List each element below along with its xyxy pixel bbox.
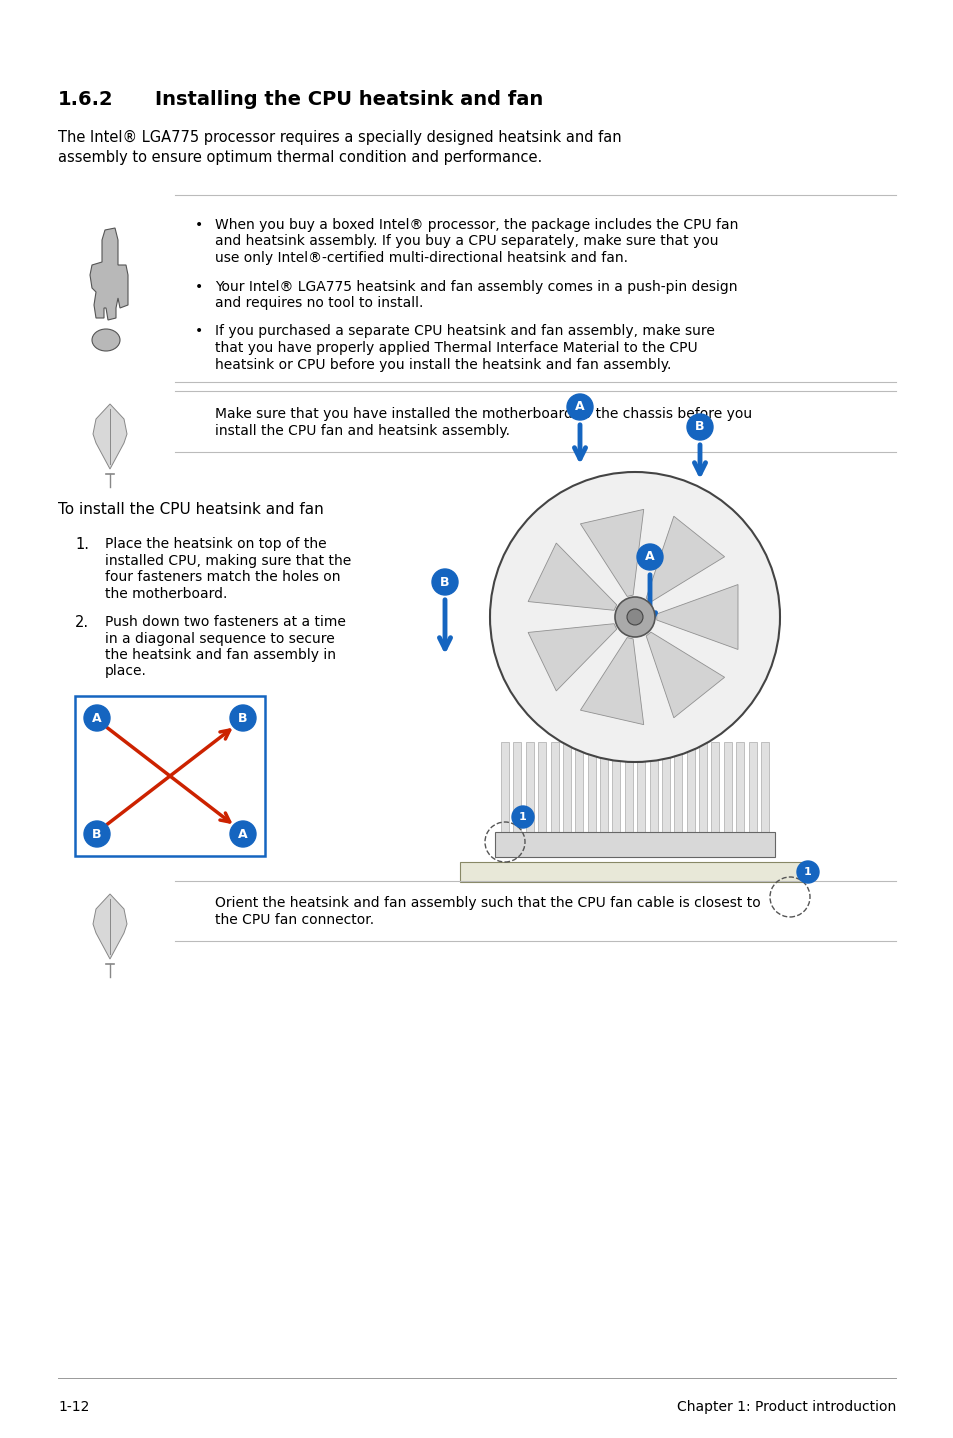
Bar	[537, 742, 545, 833]
Text: Orient the heatsink and fan assembly such that the CPU fan cable is closest to: Orient the heatsink and fan assembly suc…	[214, 896, 760, 910]
Text: in a diagonal sequence to secure: in a diagonal sequence to secure	[105, 631, 335, 646]
PathPatch shape	[579, 509, 643, 597]
Text: Place the heatsink on top of the: Place the heatsink on top of the	[105, 536, 326, 551]
Text: 1-12: 1-12	[58, 1401, 90, 1414]
Text: When you buy a boxed Intel® processor, the package includes the CPU fan: When you buy a boxed Intel® processor, t…	[214, 219, 738, 232]
Circle shape	[230, 821, 255, 847]
Text: Installing the CPU heatsink and fan: Installing the CPU heatsink and fan	[154, 91, 542, 109]
Bar	[674, 742, 681, 833]
Circle shape	[432, 569, 457, 595]
PathPatch shape	[90, 229, 128, 321]
Text: To install the CPU heatsink and fan: To install the CPU heatsink and fan	[58, 502, 323, 518]
Bar	[760, 742, 768, 833]
Text: B: B	[238, 712, 248, 725]
PathPatch shape	[92, 404, 127, 469]
Bar	[748, 742, 756, 833]
Text: Your Intel® LGA775 heatsink and fan assembly comes in a push-pin design: Your Intel® LGA775 heatsink and fan asse…	[214, 279, 737, 293]
Text: If you purchased a separate CPU heatsink and fan assembly, make sure: If you purchased a separate CPU heatsink…	[214, 325, 714, 338]
Text: A: A	[644, 551, 654, 564]
Bar	[624, 742, 632, 833]
Bar	[75, 696, 265, 856]
Text: the CPU fan connector.: the CPU fan connector.	[214, 913, 374, 926]
Text: Chapter 1: Product introduction: Chapter 1: Product introduction	[676, 1401, 895, 1414]
Circle shape	[637, 544, 662, 569]
Bar	[661, 742, 669, 833]
Bar	[500, 742, 509, 833]
Text: and requires no tool to install.: and requires no tool to install.	[214, 296, 423, 311]
Bar	[637, 742, 644, 833]
Bar	[686, 742, 694, 833]
Text: The Intel® LGA775 processor requires a specially designed heatsink and fan: The Intel® LGA775 processor requires a s…	[58, 129, 621, 145]
Circle shape	[512, 807, 534, 828]
Text: B: B	[695, 420, 704, 433]
PathPatch shape	[528, 624, 616, 690]
PathPatch shape	[645, 516, 724, 603]
Circle shape	[566, 394, 593, 420]
Circle shape	[615, 597, 655, 637]
Bar	[699, 742, 706, 833]
Text: four fasteners match the holes on: four fasteners match the holes on	[105, 569, 340, 584]
Bar	[711, 742, 719, 833]
Circle shape	[490, 472, 780, 762]
Text: the motherboard.: the motherboard.	[105, 587, 227, 601]
Text: that you have properly applied Thermal Interface Material to the CPU: that you have properly applied Thermal I…	[214, 341, 697, 355]
Text: B: B	[439, 575, 449, 588]
Bar	[550, 742, 558, 833]
Text: A: A	[575, 401, 584, 414]
Text: A: A	[92, 712, 102, 725]
Text: Push down two fasteners at a time: Push down two fasteners at a time	[105, 615, 346, 628]
Text: 1: 1	[518, 812, 526, 823]
PathPatch shape	[656, 584, 738, 650]
Text: 2.: 2.	[75, 615, 89, 630]
Text: Make sure that you have installed the motherboard to the chassis before you: Make sure that you have installed the mo…	[214, 407, 751, 421]
Bar	[723, 742, 731, 833]
Bar	[612, 742, 619, 833]
Bar	[599, 742, 607, 833]
Bar	[459, 861, 809, 881]
Bar	[513, 742, 521, 833]
Text: A: A	[238, 827, 248, 840]
Circle shape	[796, 861, 818, 883]
Text: install the CPU fan and heatsink assembly.: install the CPU fan and heatsink assembl…	[214, 424, 510, 437]
Text: and heatsink assembly. If you buy a CPU separately, make sure that you: and heatsink assembly. If you buy a CPU …	[214, 234, 718, 249]
Text: assembly to ensure optimum thermal condition and performance.: assembly to ensure optimum thermal condi…	[58, 150, 541, 165]
Bar	[587, 742, 595, 833]
Text: •: •	[194, 219, 203, 232]
Bar	[525, 742, 533, 833]
Bar	[736, 742, 743, 833]
PathPatch shape	[579, 637, 643, 725]
PathPatch shape	[528, 544, 616, 610]
Text: 1.: 1.	[75, 536, 89, 552]
PathPatch shape	[645, 633, 724, 718]
Bar	[649, 742, 657, 833]
Text: •: •	[194, 325, 203, 338]
Bar	[495, 833, 774, 857]
Text: •: •	[194, 279, 203, 293]
Circle shape	[84, 705, 110, 731]
Text: place.: place.	[105, 664, 147, 679]
Text: 1.6.2: 1.6.2	[58, 91, 113, 109]
Text: B: B	[92, 827, 102, 840]
Ellipse shape	[91, 329, 120, 351]
Text: installed CPU, making sure that the: installed CPU, making sure that the	[105, 554, 351, 568]
Bar	[562, 742, 570, 833]
Circle shape	[686, 414, 712, 440]
PathPatch shape	[92, 894, 127, 959]
Circle shape	[230, 705, 255, 731]
Text: use only Intel®-certified multi-directional heatsink and fan.: use only Intel®-certified multi-directio…	[214, 252, 627, 265]
Circle shape	[626, 610, 642, 626]
Text: heatsink or CPU before you install the heatsink and fan assembly.: heatsink or CPU before you install the h…	[214, 358, 671, 371]
Text: 1: 1	[803, 867, 811, 877]
Bar	[575, 742, 582, 833]
Text: the heatsink and fan assembly in: the heatsink and fan assembly in	[105, 649, 335, 661]
Circle shape	[84, 821, 110, 847]
